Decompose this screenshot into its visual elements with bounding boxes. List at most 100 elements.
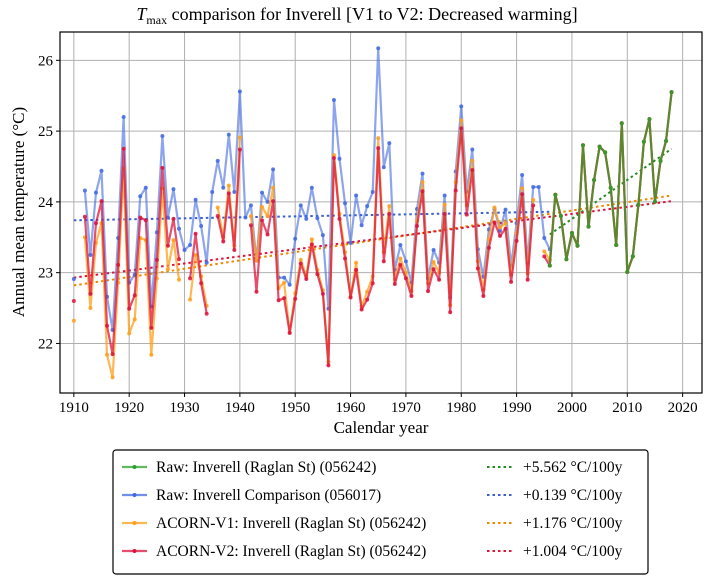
data-point xyxy=(193,252,198,257)
data-point xyxy=(503,221,508,226)
y-tick-label: 22 xyxy=(38,336,53,352)
data-point xyxy=(392,281,397,286)
data-point xyxy=(664,139,669,144)
legend-trend-label: +0.139 °C/100y xyxy=(523,487,623,504)
data-point xyxy=(497,233,502,238)
data-point xyxy=(226,132,231,137)
data-point xyxy=(658,158,663,163)
data-point xyxy=(453,188,458,193)
data-point xyxy=(381,259,386,264)
data-point xyxy=(160,134,165,139)
data-point xyxy=(619,121,624,126)
data-point xyxy=(271,167,276,172)
data-point xyxy=(127,331,132,336)
data-point xyxy=(215,158,220,163)
data-point xyxy=(492,205,497,210)
data-point xyxy=(459,104,464,109)
data-point xyxy=(149,325,154,330)
data-point xyxy=(320,291,325,296)
data-point xyxy=(531,185,536,190)
data-point xyxy=(536,185,541,190)
data-point xyxy=(403,259,408,264)
data-point xyxy=(105,352,110,357)
data-point xyxy=(597,144,602,149)
data-point xyxy=(520,192,525,197)
data-point xyxy=(331,97,336,102)
data-point xyxy=(503,226,508,231)
series-2 xyxy=(71,90,674,380)
data-point xyxy=(431,267,436,272)
x-tick-label: 1930 xyxy=(170,400,200,416)
data-point xyxy=(132,293,137,298)
legend-trend-label: +1.004 °C/100y xyxy=(523,543,623,560)
data-point xyxy=(304,216,309,221)
data-point xyxy=(254,258,259,263)
series-line xyxy=(189,232,208,314)
data-point xyxy=(354,260,359,265)
x-tick-label: 1910 xyxy=(59,400,89,416)
data-point xyxy=(558,214,563,219)
series-0 xyxy=(547,90,674,274)
data-point xyxy=(542,235,547,240)
legend-label: Raw: Inverell (Raglan St) (056242) xyxy=(156,459,376,476)
data-point xyxy=(442,211,447,216)
data-point xyxy=(426,289,431,294)
data-point xyxy=(331,155,336,160)
data-point xyxy=(99,168,104,173)
data-point xyxy=(387,204,392,209)
x-axis: 1910 1920 1930 1940 1950 1960 1970 1980 1990 2000… xyxy=(59,393,698,416)
data-point xyxy=(88,252,93,257)
legend-label: Raw: Inverell Comparison (056017) xyxy=(156,487,381,504)
title-text: comparison for Inverell [V1 to V2: Decre… xyxy=(167,4,578,24)
legend-label: ACORN-V1: Inverell (Raglan St) (056242) xyxy=(156,515,426,532)
data-point xyxy=(71,318,76,323)
x-tick-label: 2000 xyxy=(557,400,587,416)
data-point xyxy=(470,147,475,152)
data-point xyxy=(575,243,580,248)
data-point xyxy=(93,221,98,226)
data-point xyxy=(636,202,641,207)
legend-marker xyxy=(132,549,137,553)
data-point xyxy=(381,165,386,170)
data-point xyxy=(121,114,126,119)
data-point xyxy=(520,186,525,191)
data-point xyxy=(387,141,392,146)
data-point xyxy=(337,156,342,161)
data-point xyxy=(138,215,143,220)
data-point xyxy=(248,203,253,208)
data-point xyxy=(431,260,436,265)
data-point xyxy=(309,237,314,242)
y-tick-label: 23 xyxy=(38,266,53,282)
data-point xyxy=(199,223,204,228)
data-point xyxy=(370,189,375,194)
data-point xyxy=(309,185,314,190)
data-point xyxy=(531,197,536,202)
data-point xyxy=(547,263,552,268)
data-point xyxy=(132,317,137,322)
data-point xyxy=(265,199,270,204)
trend-line-3 xyxy=(73,200,672,279)
data-point xyxy=(221,239,226,244)
trend-lines xyxy=(73,147,673,287)
data-point xyxy=(188,243,193,248)
data-point xyxy=(315,272,320,277)
data-point xyxy=(420,171,425,176)
data-point xyxy=(520,172,525,177)
data-point xyxy=(110,352,115,357)
x-tick-label: 1980 xyxy=(446,400,476,416)
legend-box xyxy=(112,449,649,575)
data-point xyxy=(464,212,469,217)
data-point xyxy=(437,277,442,282)
data-point xyxy=(165,267,170,272)
data-point xyxy=(337,216,342,221)
data-point xyxy=(354,267,359,272)
data-point xyxy=(143,185,148,190)
data-point xyxy=(260,218,265,223)
data-point xyxy=(343,201,348,206)
trend-line-2 xyxy=(73,194,672,287)
series-line xyxy=(543,92,673,274)
data-point xyxy=(542,249,547,254)
y-tick-label: 26 xyxy=(38,53,54,69)
x-tick-label: 2010 xyxy=(612,400,642,416)
data-point xyxy=(592,177,597,182)
